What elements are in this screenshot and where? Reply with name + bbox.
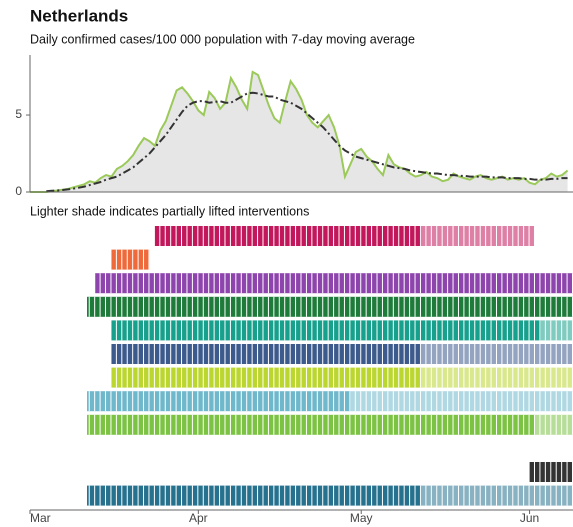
x-tick-label: Jun xyxy=(520,511,539,525)
day-stripes xyxy=(87,414,535,435)
day-stripes xyxy=(111,249,150,270)
day-stripes xyxy=(111,367,421,388)
timeline-title: Lighter shade indicates partially lifted… xyxy=(30,204,309,218)
chart-title: Netherlands xyxy=(30,6,128,25)
day-stripes xyxy=(95,273,573,294)
area xyxy=(30,71,568,192)
day-stripes xyxy=(111,320,541,341)
day-stripes xyxy=(534,414,573,435)
y-tick-label: 5 xyxy=(15,107,22,121)
day-stripes xyxy=(350,391,573,412)
day-stripes xyxy=(420,344,573,364)
series-line xyxy=(46,91,568,193)
chart-subtitle: Daily confirmed cases/100 000 population… xyxy=(30,32,415,46)
day-stripes xyxy=(420,485,573,506)
day-stripes xyxy=(111,344,421,364)
day-stripes xyxy=(154,226,421,246)
x-tick-label: May xyxy=(350,511,373,525)
day-stripes xyxy=(540,320,573,341)
day-stripes xyxy=(420,367,573,388)
day-stripes xyxy=(420,226,535,246)
day-stripes xyxy=(87,485,421,506)
x-tick-label: Mar xyxy=(30,511,51,525)
y-tick-label: 0 xyxy=(15,184,22,198)
x-tick-label: Apr xyxy=(189,511,208,525)
day-stripes xyxy=(529,462,573,482)
day-stripes xyxy=(87,296,573,317)
day-stripes xyxy=(87,391,351,412)
